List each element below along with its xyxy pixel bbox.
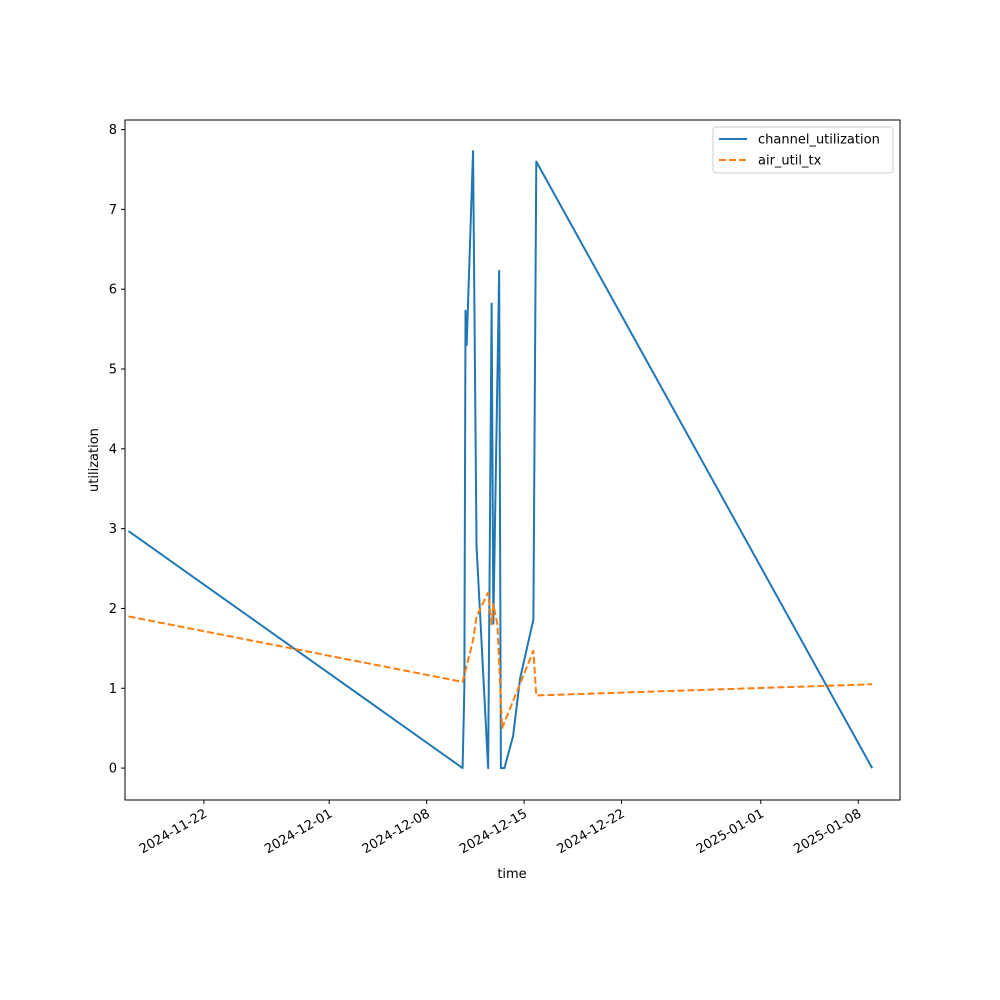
y-tick-label: 1 [109, 682, 117, 697]
y-axis: 0 1 2 3 4 5 6 7 8 [109, 123, 125, 777]
series-line-channel-utilization [127, 150, 874, 770]
series-layer [127, 150, 874, 770]
y-tick-label: 7 [109, 203, 117, 218]
y-tick-label: 0 [109, 762, 117, 777]
legend: channel_utilization air_util_tx [712, 126, 894, 174]
y-tick-label: 2 [109, 602, 117, 617]
series-line-air-util-tx [128, 591, 873, 730]
legend-label-air-util-tx: air_util_tx [758, 154, 822, 169]
y-tick-label: 5 [109, 363, 117, 378]
y-tick-label: 8 [109, 123, 117, 138]
x-axis-label: time [497, 867, 526, 882]
y-axis-label: utilization [87, 428, 102, 492]
y-tick-label: 4 [109, 442, 117, 457]
y-tick-label: 6 [109, 283, 117, 298]
y-tick-label: 3 [109, 522, 117, 537]
plot-area [125, 120, 900, 800]
legend-label-channel-utilization: channel_utilization [758, 133, 880, 148]
legend-box [712, 126, 894, 174]
plot-frame [124, 119, 901, 801]
